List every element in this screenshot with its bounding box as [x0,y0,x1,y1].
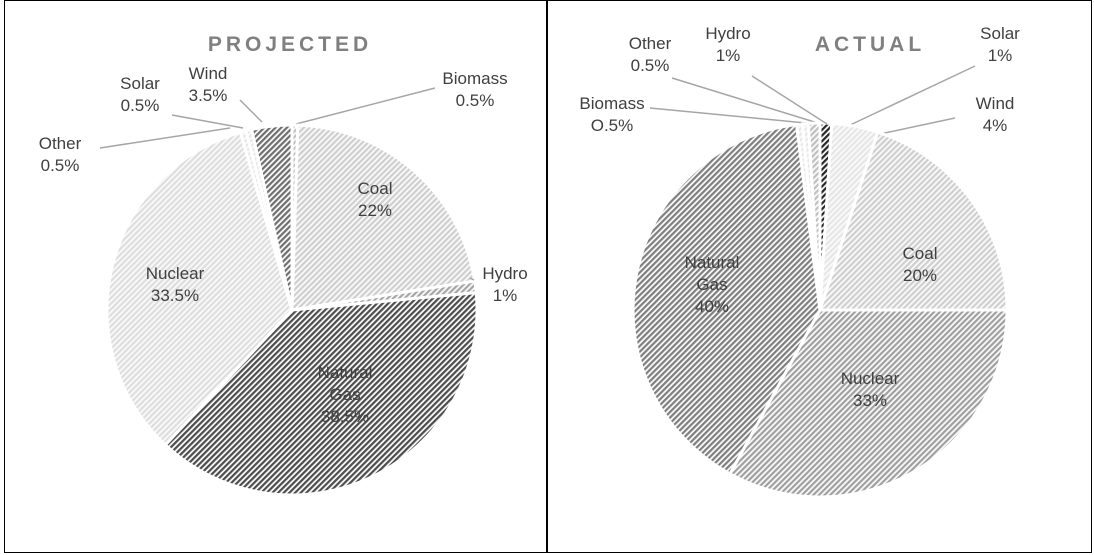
leader-line [295,87,436,125]
pie-slice [290,123,477,312]
data-label: Nuclear 33% [841,368,900,412]
category-name: Biomass [442,69,508,88]
value-label: 20% [902,266,938,285]
category-name: Hydro [705,24,751,43]
category-name: Biomass [579,94,645,113]
pie-slice [163,290,479,497]
category-name: Wind [975,94,1015,113]
pie-slice [105,130,294,447]
value-label: O.5% [590,116,634,135]
leader-line [649,107,817,125]
category-name: Nuclear [145,264,205,283]
category-name: Other [628,34,672,53]
value-label: 4% [982,116,1008,135]
data-label: Hydro 1% [482,263,527,307]
value-label: 22% [357,201,393,220]
category-name: Natural Gas [317,363,373,404]
panel [4,0,547,553]
category-name: Solar [980,24,1020,43]
category-name: Natural Gas [684,253,740,294]
data-label: Nuclear 33.5% [146,263,205,307]
data-label: Solar 0.5% [120,73,160,117]
leader-line [751,75,828,125]
data-label: Coal 22% [358,178,393,222]
value-label: 0.5% [630,56,670,75]
leader-line [469,277,475,281]
value-label: 1% [987,46,1013,65]
pie-slice [817,130,1009,312]
value-label: 0.5% [40,156,80,175]
data-label: Other 0.5% [39,133,82,177]
data-label: Solar 1% [980,23,1020,67]
chart-title: PROJECTED [207,33,373,56]
value-label: 3.5% [188,86,228,105]
data-label: Other 0.5% [629,33,672,77]
leader-line [847,65,976,127]
leader-line [99,127,231,149]
value-label: 0.5% [120,96,160,115]
data-label: Hydro 1% [705,23,750,67]
data-label: Wind 4% [976,93,1015,137]
data-label: Biomass O.5% [579,93,644,137]
data-label: Natural Gas 38.5% [310,362,380,428]
value-label: 40% [694,297,730,316]
category-name: Coal [357,179,393,198]
value-label: 1% [715,46,741,65]
value-label: 1% [492,286,518,305]
leader-line [879,117,956,135]
category-name: Coal [902,244,938,263]
pie-slice [631,122,822,476]
data-label: Natural Gas 40% [677,252,747,318]
pie-slice [727,308,1009,499]
leader-line [171,114,244,129]
leader-line [239,99,263,123]
pie [99,87,479,497]
value-label: 0.5% [455,91,495,110]
pie-slice [249,123,294,311]
panel [547,0,1092,553]
pie-slice [806,121,822,311]
category-name: Solar [120,74,160,93]
data-label: Coal 20% [903,243,938,287]
value-label: 38.5% [320,407,370,426]
data-label: Wind 3.5% [189,63,228,107]
data-label: Biomass 0.5% [442,68,507,112]
category-name: Wind [188,64,228,83]
category-name: Hydro [482,264,528,283]
leader-line [671,77,822,125]
value-label: 33.5% [150,286,200,305]
chart-title: ACTUAL [814,33,926,56]
category-name: Other [38,134,82,153]
pie [631,65,1009,499]
value-label: 33% [852,391,888,410]
category-name: Nuclear [840,369,900,388]
